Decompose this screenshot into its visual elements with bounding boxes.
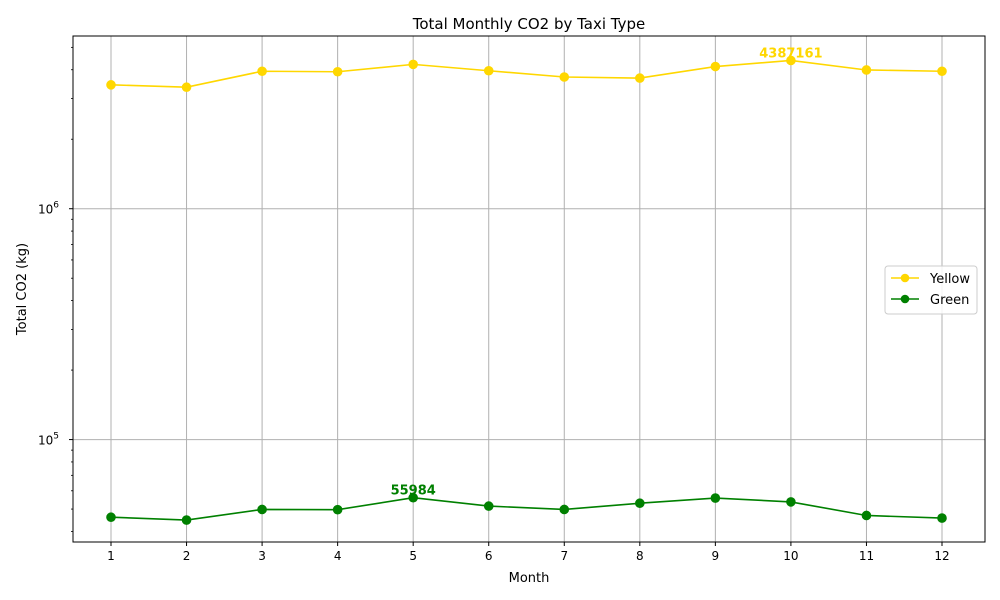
data-point-green <box>181 515 192 525</box>
data-point-green <box>483 501 494 511</box>
x-tick-label: 10 <box>783 549 798 563</box>
data-point-yellow <box>786 55 796 66</box>
legend-label-green: Green <box>930 293 969 308</box>
data-point-green <box>559 504 570 515</box>
data-annotations: 4387161 55984 <box>391 46 823 498</box>
data-point-yellow <box>181 82 192 93</box>
x-tick-label: 6 <box>485 549 493 563</box>
x-tick-label: 5 <box>409 549 417 563</box>
series-line-yellow <box>110 59 943 89</box>
x-tick-label: 12 <box>934 549 949 563</box>
data-point-green <box>861 510 872 521</box>
data-point-green <box>408 492 418 503</box>
y-tick-label: 106 <box>38 201 59 217</box>
y-tick-base: 10 <box>38 203 53 217</box>
legend: Yellow Green <box>884 265 978 315</box>
data-point-green <box>332 504 343 515</box>
data-point-yellow <box>257 66 267 77</box>
x-tick-label: 2 <box>183 549 191 563</box>
data-point-green <box>710 493 721 503</box>
series-line-green <box>110 496 943 521</box>
data-point-green <box>257 504 267 515</box>
data-point-green <box>786 497 796 507</box>
legend-label-yellow: Yellow <box>929 272 970 287</box>
data-point-yellow <box>861 65 872 75</box>
x-tick-label: 3 <box>258 549 266 563</box>
data-point-yellow <box>106 80 116 90</box>
data-point-yellow <box>710 61 721 72</box>
x-axis-label: Month <box>509 571 550 586</box>
data-point-yellow <box>408 59 418 70</box>
y-axis-label: Total CO2 (kg) <box>15 243 30 336</box>
x-tick-label: 11 <box>859 549 874 563</box>
legend-swatch-marker <box>900 273 910 283</box>
data-point-yellow <box>483 65 494 76</box>
grid-lines <box>73 36 985 542</box>
chart-title: Total Monthly CO2 by Taxi Type <box>412 15 646 33</box>
series-lines <box>106 55 947 525</box>
x-tick-label: 8 <box>636 549 644 563</box>
legend-swatch-marker <box>900 294 910 304</box>
x-tick-label: 7 <box>560 549 568 563</box>
x-tick-label: 9 <box>712 549 720 563</box>
data-point-yellow <box>635 73 645 83</box>
x-tick-label: 4 <box>334 549 342 563</box>
data-point-green <box>106 512 116 523</box>
x-tick-label: 1 <box>107 549 115 563</box>
data-point-yellow <box>332 66 343 77</box>
plot-frame <box>72 35 986 543</box>
data-point-yellow <box>559 72 570 82</box>
y-tick-exponent: 5 <box>53 432 59 442</box>
data-point-yellow <box>937 66 947 77</box>
data-label-green: 55984 <box>391 484 436 499</box>
data-point-green <box>635 498 645 509</box>
y-tick-label: 105 <box>38 432 59 448</box>
x-axis-ticks: 1 2 3 4 5 6 7 8 9 10 11 12 <box>107 542 950 563</box>
data-point-green <box>937 513 947 523</box>
data-label-yellow: 4387161 <box>759 46 822 61</box>
y-tick-exponent: 6 <box>53 201 59 211</box>
y-tick-base: 10 <box>38 434 53 448</box>
